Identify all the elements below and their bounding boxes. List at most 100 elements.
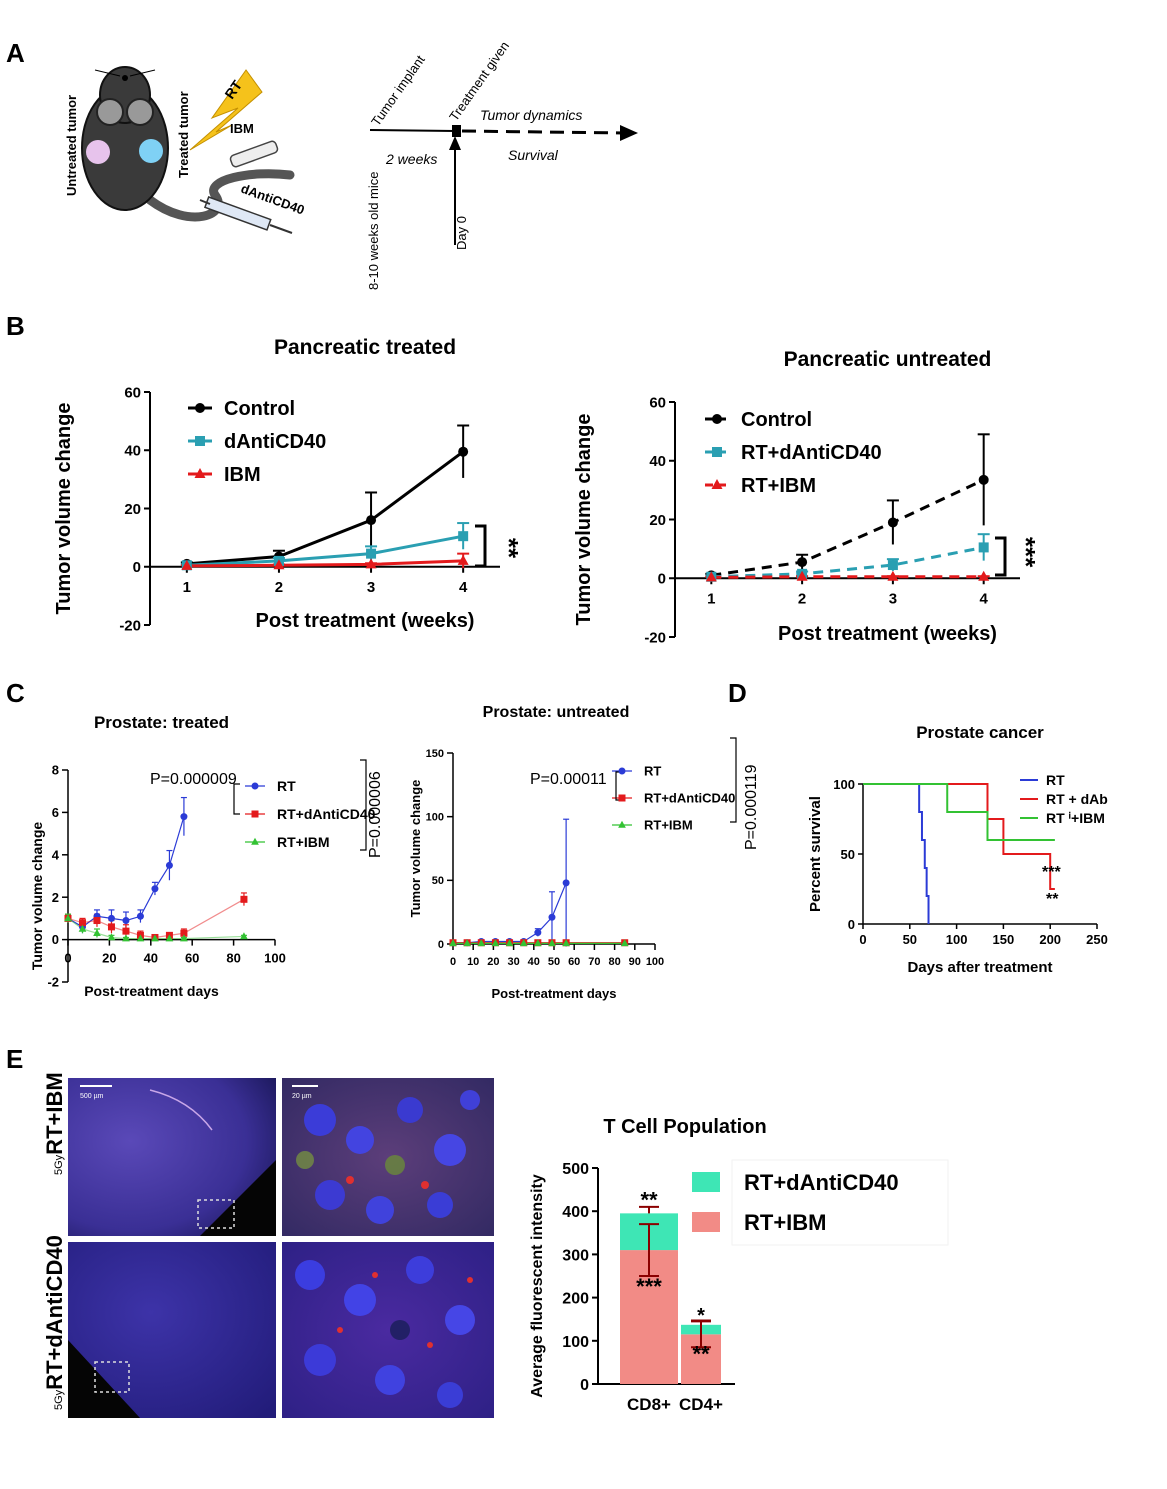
y-tick-label: 8 [52,763,59,778]
x-tick-label: 10 [467,956,479,968]
y-axis-label: Percent survival [807,796,824,912]
timeline [369,125,638,245]
x-tick-label: 80 [226,951,240,966]
data-point [151,885,159,893]
legend-marker [251,837,259,845]
two-weeks-label: 2 weeks [385,151,437,167]
y-tick-label: 0 [848,917,855,932]
legend-marker [251,782,259,790]
data-point [491,939,500,947]
data-point [705,571,717,582]
x-tick-label: 60 [185,951,199,966]
stars-top: * [697,1305,705,1327]
data-point [562,879,570,887]
ibm-label: IBM [230,121,254,136]
syringe-icon [199,196,293,234]
data-point [240,932,248,940]
legend-label: RT+dAntiCD40 [741,442,882,464]
data-point [93,917,101,925]
data-point [78,919,86,927]
x-tick-label: 40 [144,951,158,966]
y-tick-label: 4 [52,847,60,862]
significance-stars-dab: ** [1046,891,1059,908]
data-point [165,934,174,942]
data-point [548,913,556,921]
x-tick-label: 40 [528,956,540,968]
x-tick-label: 100 [264,951,286,966]
legend-label: RT [1046,772,1065,788]
chart-B2: -20 0 20 40 60 1 2 3 4 Pancreatic untreated Post t… [573,348,1041,646]
x-tick-label: 20 [102,951,116,966]
y-tick-label: 6 [52,805,59,820]
day0-label: Day 0 [454,216,469,250]
survival-curve-1 [863,783,1055,890]
micrograph-rt-ibm-high: 20 µm [282,1078,494,1236]
legend-swatch [692,1212,720,1232]
chart-C2: 0 50 100 150 0 10 20 30 40 50 60 70 80 90 100 Prostate:… [408,704,760,1001]
chart-title: Pancreatic treated [274,336,456,359]
data-point [505,939,514,947]
x-tick-label: 100 [646,956,664,968]
data-point [978,542,989,553]
y-tick-label: 50 [841,847,855,862]
significance-stars: *** [1011,537,1041,568]
data-point [548,939,556,947]
data-point [978,570,990,581]
y-axis-label: Tumor volume change [29,822,45,971]
data-point [122,927,130,935]
x-tick-label: 250 [1086,932,1108,947]
chart-title: Prostate cancer [916,723,1044,742]
x-tick-label: 20 [487,956,499,968]
data-point [366,515,377,526]
legend-label: RT+IBM [644,818,693,833]
legend-swatch [692,1172,720,1192]
y-tick-label: 0 [52,932,59,947]
data-point [107,914,115,922]
legend-marker [618,820,626,828]
legend-marker [194,468,206,478]
data-point [463,939,471,947]
x-tick-label: 200 [1039,932,1061,947]
x-tick-label: 2 [798,590,806,607]
y-tick-label: 60 [649,394,666,411]
y-tick-label: -20 [119,617,141,634]
data-point [181,559,193,570]
legend-marker [195,436,205,446]
panel-label-c: C [6,678,25,708]
p-value-inner: P=0.00011 [530,771,607,788]
y-tick-label: -20 [644,629,666,646]
bracket-outer [730,737,737,823]
legend-label: IBM [224,464,261,486]
x-tick-label: 100 [946,932,968,947]
panel-label-d: D [728,678,747,708]
scale-bar-500: 500 µm [80,1093,104,1100]
stars-bottom: ** [692,1341,710,1366]
data-point [620,939,629,947]
p-value-inner: P=0.000009 [150,771,237,788]
p-value-outer: P=0.000006 [367,771,384,858]
tumor-implant-label: Tumor implant [368,52,428,129]
y-tick-label: 0 [658,571,666,588]
data-point [458,446,469,457]
data-point [240,895,248,903]
x-tick-label: 3 [367,579,375,596]
x-axis-label: Post-treatment days [84,983,219,999]
chart-title: Prostate: untreated [483,704,630,721]
data-point [180,929,188,937]
y-tick-label: 50 [432,875,444,887]
legend-label: RT+IBM [744,1210,827,1235]
panel-label-e: E [6,1044,23,1074]
x-tick-label: 0 [450,956,456,968]
panel-label-b: B [6,311,25,341]
y-axis-label: Tumor volume change [53,403,75,615]
significance-stars: ** [494,538,524,559]
data-point [151,934,159,942]
micrograph-rt-danticd40-low [68,1242,276,1418]
series-line-0 [186,450,465,566]
series-line-2 [67,917,244,940]
legend-label: RT+dAntiCD40 [644,791,735,806]
y-tick-label: 500 [562,1161,589,1178]
x-tick-label: 1 [183,579,191,596]
y-tick-label: 100 [833,777,855,792]
x-tick-label: 50 [903,932,917,947]
